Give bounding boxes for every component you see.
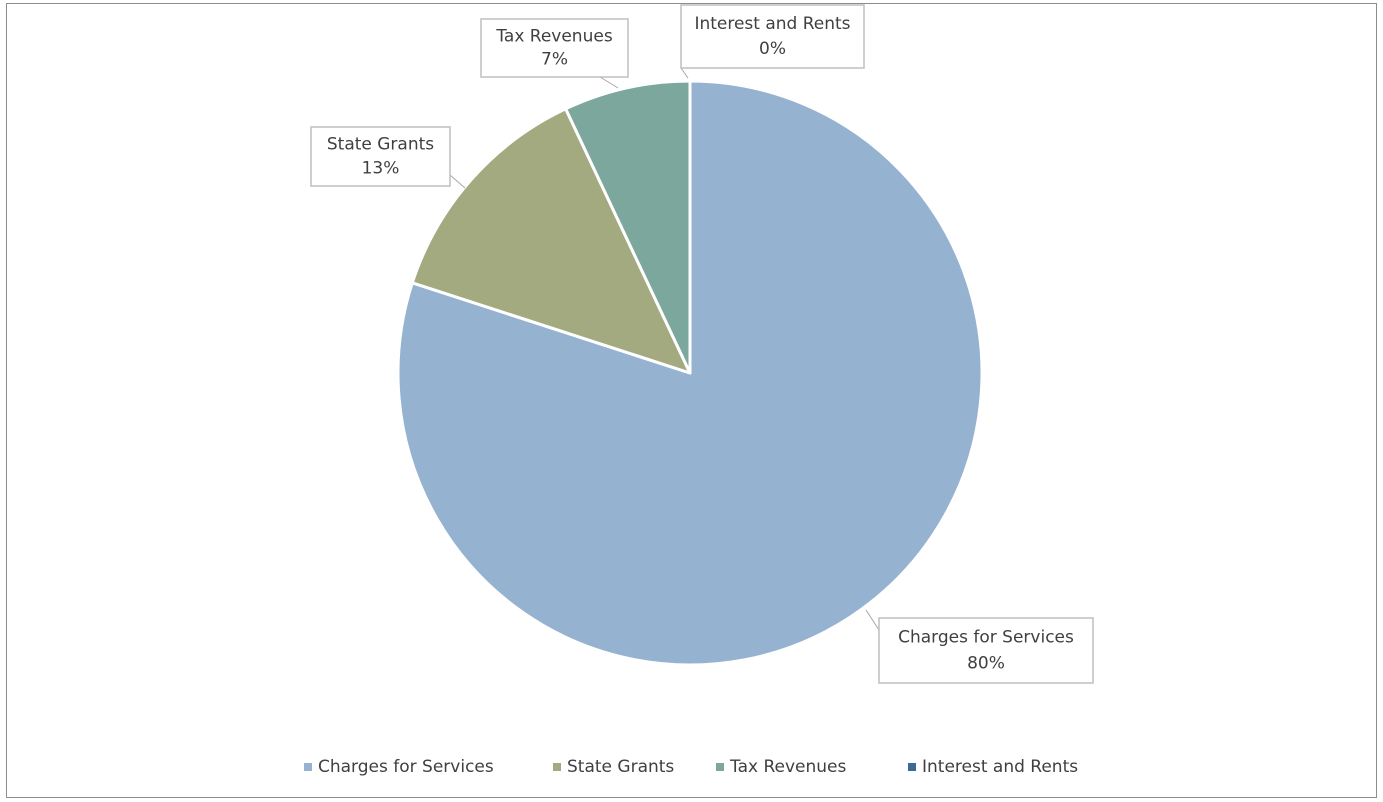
legend-label: State Grants (567, 757, 674, 777)
data-label-name: State Grants (327, 135, 434, 155)
legend-marker (908, 763, 916, 771)
legend-marker (716, 763, 724, 771)
leader-line (680, 67, 689, 79)
data-label-value: 7% (541, 50, 568, 70)
pie-slice (564, 79, 692, 375)
legend-label: Charges for Services (318, 757, 494, 777)
legend-marker (553, 763, 561, 771)
data-label-value: 0% (759, 39, 786, 59)
leader-line (865, 609, 880, 631)
leader-line (599, 76, 619, 89)
data-label-name: Charges for Services (898, 628, 1074, 648)
data-label-box (480, 18, 629, 78)
data-label-box (680, 4, 865, 69)
legend-label: Tax Revenues (729, 757, 846, 777)
legend-marker (304, 763, 312, 771)
data-label-value: 80% (967, 654, 1005, 674)
legend-label: Interest and Rents (922, 757, 1078, 777)
pie-slice (410, 107, 692, 375)
data-label-name: Tax Revenues (495, 26, 612, 46)
data-label-name: Interest and Rents (694, 14, 850, 34)
data-label-value: 13% (362, 158, 400, 178)
data-label-box (878, 617, 1094, 684)
data-label-box (310, 126, 451, 187)
leader-line (449, 174, 466, 189)
